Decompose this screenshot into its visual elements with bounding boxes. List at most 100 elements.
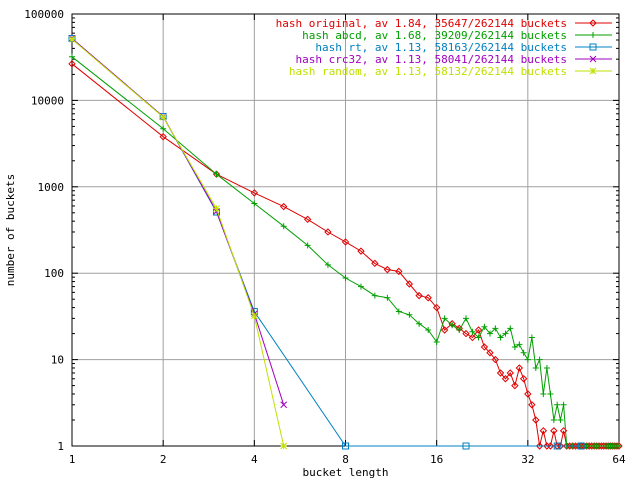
data-point <box>441 315 448 322</box>
data-point <box>540 390 547 397</box>
axis-ticks: 1 2 4 8 16 32 64 1 10 100 1000 10000 100000 <box>24 8 626 466</box>
data-point <box>589 43 597 51</box>
data-point <box>371 292 378 299</box>
data-point <box>449 322 456 329</box>
grid-lines <box>71 13 620 447</box>
data-point <box>68 60 76 68</box>
series-star <box>68 35 288 450</box>
data-point <box>463 315 470 322</box>
data-point <box>341 238 350 246</box>
legend-label: hash rt, av 1.13, 58163/262144 buckets <box>315 41 567 54</box>
data-point <box>69 53 75 60</box>
data-point <box>497 334 504 341</box>
data-point <box>342 274 349 281</box>
data-point <box>303 215 312 224</box>
data-point <box>543 364 550 371</box>
data-point <box>251 200 258 207</box>
data-point <box>462 329 470 338</box>
y-tick-label: 10 <box>51 354 64 367</box>
data-point <box>506 369 514 377</box>
y-tick-label: 100 <box>44 267 64 280</box>
data-point <box>160 125 167 132</box>
data-point <box>546 442 555 450</box>
data-point <box>159 132 167 141</box>
data-point <box>383 265 392 274</box>
data-point <box>616 443 622 449</box>
data-point <box>539 427 548 435</box>
data-point <box>384 294 391 301</box>
data-point <box>515 364 524 372</box>
data-point <box>560 401 567 408</box>
data-point <box>590 32 596 38</box>
data-point <box>532 364 539 371</box>
x-tick-label: 32 <box>521 453 534 466</box>
data-point <box>524 356 531 363</box>
data-point <box>496 369 505 377</box>
data-point <box>280 401 288 409</box>
x-tick-label: 8 <box>342 453 349 466</box>
data-point <box>415 291 423 300</box>
y-tick-label: 100000 <box>24 8 64 21</box>
data-point <box>280 223 287 230</box>
data-point <box>516 341 523 348</box>
data-point <box>357 283 364 290</box>
x-tick-label: 2 <box>160 453 167 466</box>
data-point <box>357 247 365 255</box>
data-point <box>480 343 489 351</box>
data-point <box>528 401 536 409</box>
data-point <box>433 338 440 345</box>
data-point <box>520 349 527 356</box>
data-point <box>474 326 483 334</box>
data-point <box>589 55 597 63</box>
series-line <box>71 38 285 405</box>
x-tick-label: 16 <box>430 453 443 466</box>
data-point <box>250 312 258 320</box>
data-point <box>405 280 414 288</box>
data-point <box>406 311 413 318</box>
data-point <box>213 205 220 212</box>
data-point <box>486 349 494 357</box>
data-point <box>492 325 499 332</box>
y-tick-label: 10000 <box>31 94 64 107</box>
series-line <box>71 38 582 447</box>
data-point <box>577 442 585 450</box>
data-point <box>519 375 528 383</box>
data-point <box>469 328 476 335</box>
data-point <box>536 356 543 363</box>
legend-label: hash abcd, av 1.68, 39209/262144 buckets <box>302 29 567 42</box>
data-point <box>532 416 540 424</box>
data-point <box>557 416 564 423</box>
data-point <box>280 442 288 450</box>
data-point <box>511 381 519 390</box>
data-point <box>279 202 288 211</box>
data-point <box>507 325 514 332</box>
data-point <box>462 442 470 450</box>
data-point <box>475 334 482 341</box>
y-tick-label: 1 <box>57 440 64 453</box>
data-point <box>535 442 544 450</box>
data-point <box>425 327 432 334</box>
data-point <box>213 171 220 178</box>
data-point <box>324 261 331 268</box>
data-point <box>456 327 463 334</box>
series-square <box>68 35 585 450</box>
data-point <box>342 442 349 450</box>
data-point <box>440 326 449 334</box>
data-point <box>550 427 558 435</box>
data-point <box>589 67 597 75</box>
legend-label: hash random, av 1.13, 58132/262144 bucke… <box>289 65 567 78</box>
data-point <box>432 303 441 312</box>
y-tick-label: 1000 <box>38 181 65 194</box>
data-point <box>502 330 509 337</box>
y-axis-label: number of buckets <box>4 174 17 287</box>
data-point <box>395 267 403 276</box>
data-point <box>424 294 432 302</box>
data-point <box>501 375 510 383</box>
data-point <box>468 333 477 342</box>
data-point <box>547 390 554 397</box>
x-tick-label: 1 <box>69 453 76 466</box>
data-point <box>589 19 597 27</box>
data-point <box>550 416 557 423</box>
data-point <box>528 334 535 341</box>
